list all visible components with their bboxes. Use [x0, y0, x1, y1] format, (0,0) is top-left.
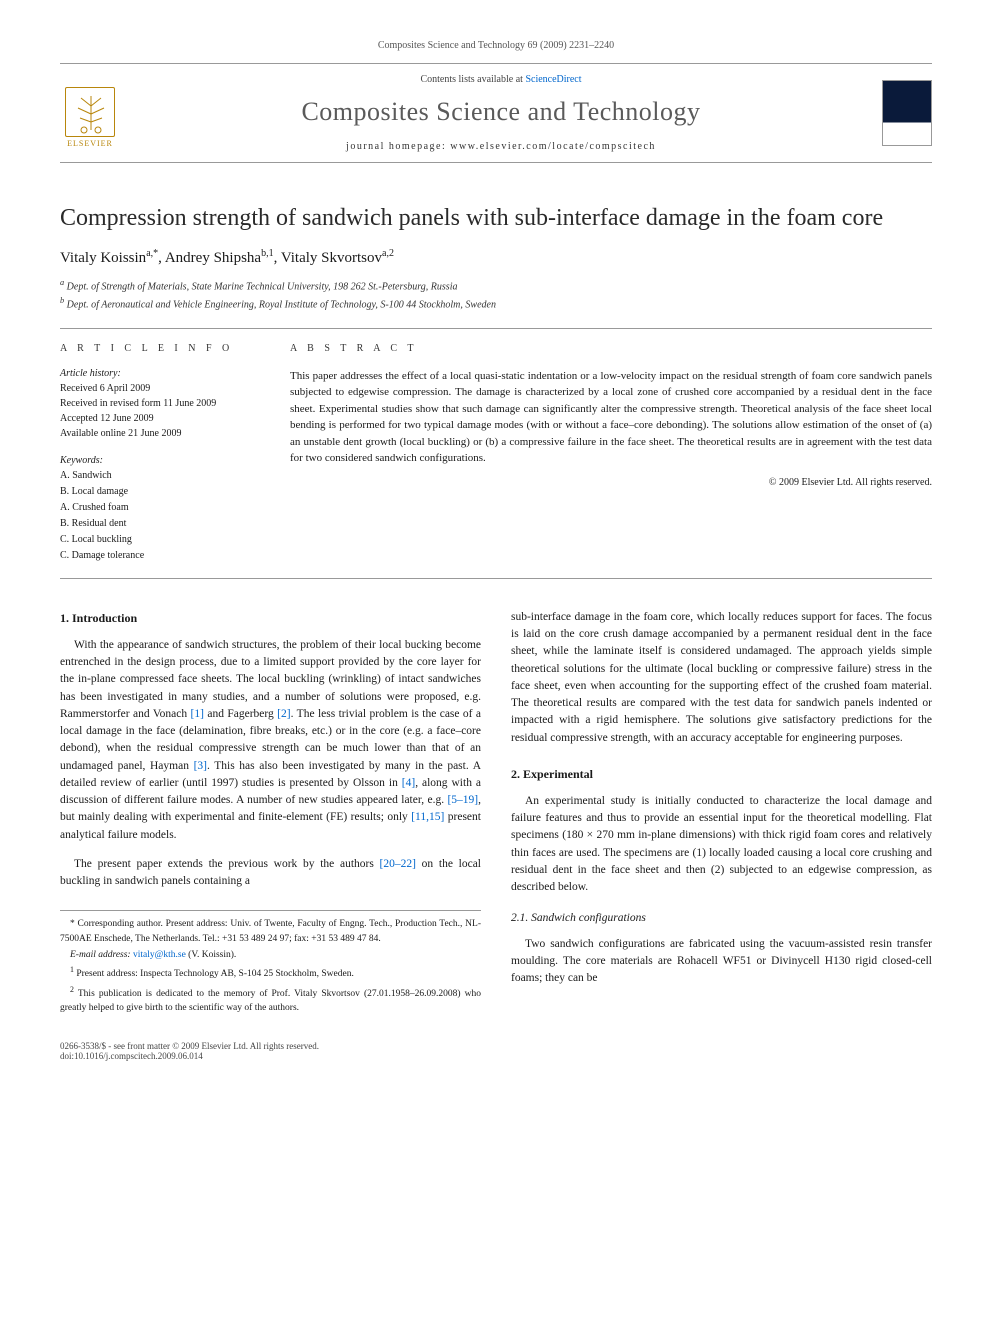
header-center: Contents lists available at ScienceDirec…: [120, 74, 882, 152]
keyword: A. Sandwich: [60, 468, 260, 484]
ref-link[interactable]: [1]: [191, 708, 204, 720]
config-para: Two sandwich configurations are fabricat…: [511, 936, 932, 988]
history-item: Accepted 12 June 2009: [60, 411, 260, 426]
keyword: C. Local buckling: [60, 532, 260, 548]
article-info-label: A R T I C L E I N F O: [60, 343, 260, 354]
keywords-block: A. Sandwich B. Local damage A. Crushed f…: [60, 468, 260, 564]
experimental-para: An experimental study is initially condu…: [511, 793, 932, 897]
front-matter-line: 0266-3538/$ - see front matter © 2009 El…: [60, 1041, 319, 1051]
elsevier-tree-icon: [65, 87, 115, 137]
keyword: B. Residual dent: [60, 516, 260, 532]
affiliation-b: b Dept. of Aeronautical and Vehicle Engi…: [60, 295, 932, 312]
history-block: Received 6 April 2009 Received in revise…: [60, 381, 260, 441]
authors-line: Vitaly Koissina,*, Andrey Shipshab,1, Vi…: [60, 248, 932, 267]
divider: [60, 578, 932, 579]
journal-reference: Composites Science and Technology 69 (20…: [60, 40, 932, 51]
subsection-heading-config: 2.1. Sandwich configurations: [511, 910, 932, 927]
contents-prefix: Contents lists available at: [420, 74, 525, 85]
publisher-logo: ELSEVIER: [60, 78, 120, 148]
ref-link[interactable]: [20–22]: [380, 858, 416, 870]
ref-link[interactable]: [4]: [402, 777, 415, 789]
footnote-1: 1 Present address: Inspecta Technology A…: [60, 964, 481, 981]
contents-line: Contents lists available at ScienceDirec…: [120, 74, 882, 85]
abstract-label: A B S T R A C T: [290, 343, 932, 354]
section-heading-intro: 1. Introduction: [60, 609, 481, 627]
footnote-2: 2 This publication is dedicated to the m…: [60, 984, 481, 1016]
history-item: Received 6 April 2009: [60, 381, 260, 396]
homepage-url[interactable]: www.elsevier.com/locate/compscitech: [450, 141, 656, 152]
keyword: A. Crushed foam: [60, 500, 260, 516]
article-info-column: A R T I C L E I N F O Article history: R…: [60, 343, 260, 564]
sciencedirect-link[interactable]: ScienceDirect: [525, 74, 581, 85]
footnotes: * Corresponding author. Present address:…: [60, 910, 481, 1015]
homepage-prefix: journal homepage:: [346, 141, 450, 152]
ref-link[interactable]: [3]: [194, 760, 207, 772]
ref-link[interactable]: [2]: [277, 708, 290, 720]
doi-line: doi:10.1016/j.compscitech.2009.06.014: [60, 1051, 319, 1061]
body-columns: 1. Introduction With the appearance of s…: [60, 609, 932, 1017]
ref-link[interactable]: [11,15]: [411, 811, 444, 823]
affiliations: a Dept. of Strength of Materials, State …: [60, 277, 932, 312]
journal-title: Composites Science and Technology: [120, 97, 882, 127]
author-mark: a,2: [382, 248, 394, 259]
keywords-heading: Keywords:: [60, 455, 260, 466]
article-title: Compression strength of sandwich panels …: [60, 203, 932, 234]
bottom-bar: 0266-3538/$ - see front matter © 2009 El…: [60, 1041, 932, 1061]
section-heading-experimental: 2. Experimental: [511, 765, 932, 783]
journal-cover-thumbnail: [882, 80, 932, 146]
divider: [60, 328, 932, 329]
footnote-email: E-mail address: vitaly@kth.se (V. Koissi…: [60, 948, 481, 962]
homepage-line: journal homepage: www.elsevier.com/locat…: [120, 141, 882, 152]
left-column: 1. Introduction With the appearance of s…: [60, 609, 481, 1017]
affiliation-a: a Dept. of Strength of Materials, State …: [60, 277, 932, 294]
abstract-column: A B S T R A C T This paper addresses the…: [290, 343, 932, 564]
history-item: Received in revised form 11 June 2009: [60, 396, 260, 411]
bottom-left: 0266-3538/$ - see front matter © 2009 El…: [60, 1041, 319, 1061]
keyword: C. Damage tolerance: [60, 548, 260, 564]
author: Andrey Shipsha: [165, 250, 261, 266]
journal-header: ELSEVIER Contents lists available at Sci…: [60, 63, 932, 163]
keyword: B. Local damage: [60, 484, 260, 500]
right-column: sub-interface damage in the foam core, w…: [511, 609, 932, 1017]
abstract-text: This paper addresses the effect of a loc…: [290, 368, 932, 467]
author: Vitaly Koissin: [60, 250, 146, 266]
history-item: Available online 21 June 2009: [60, 426, 260, 441]
footnote-corr: * Corresponding author. Present address:…: [60, 917, 481, 946]
author-mark: a,*: [146, 248, 158, 259]
intro-para-2: The present paper extends the previous w…: [60, 856, 481, 891]
history-heading: Article history:: [60, 368, 260, 379]
publisher-label: ELSEVIER: [67, 139, 113, 148]
abstract-copyright: © 2009 Elsevier Ltd. All rights reserved…: [290, 477, 932, 488]
intro-para-1: With the appearance of sandwich structur…: [60, 637, 481, 844]
info-abstract-row: A R T I C L E I N F O Article history: R…: [60, 343, 932, 564]
email-link[interactable]: vitaly@kth.se: [133, 950, 186, 960]
author: Vitaly Skvortsov: [281, 250, 382, 266]
ref-link[interactable]: [5–19]: [447, 794, 478, 806]
intro-para-cont: sub-interface damage in the foam core, w…: [511, 609, 932, 747]
author-mark: b,1: [261, 248, 274, 259]
